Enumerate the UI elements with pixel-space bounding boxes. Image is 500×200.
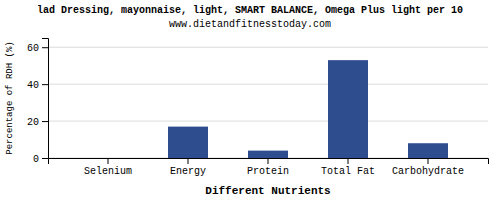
y-axis: 0 20 40 60 [27,39,49,165]
grid-line [48,47,488,48]
x-tick-mark [108,158,109,164]
x-axis: Selenium Energy Protein Total Fat Carbohydra… [49,158,489,177]
y-tick-label: 60 [27,43,39,54]
y-axis-title: Percentage of RDH (%) [5,41,15,154]
y-tick-mark [42,158,48,159]
x-tick-mark [348,158,349,164]
bar [248,151,288,158]
grid [48,47,488,158]
y-tick-mark [42,121,48,122]
x-tick-mark [428,158,429,164]
subtitle: www.dietandfitnesstoday.com [169,19,331,30]
x-axis-line [49,159,489,165]
x-tick: Energy [170,158,206,177]
bar [328,60,368,158]
bar [88,158,128,159]
title: lad Dressing, mayonnaise, light, SMART B… [37,5,463,16]
x-tick-label: Carbohydrate [392,166,464,177]
x-tick-label: Selenium [84,166,132,177]
y-tick-mark [42,84,48,85]
grid-line [48,84,488,85]
y-tick-label: 40 [27,80,39,91]
bars [168,60,448,158]
bar [168,127,208,158]
bar [408,143,448,158]
y-tick: 40 [27,80,48,91]
x-axis-title: Different Nutrients [205,185,330,197]
x-tick: Selenium [84,158,132,177]
grid-line [48,121,488,122]
x-tick-mark [268,158,269,164]
y-tick-label: 0 [33,154,39,165]
x-tick-label: Protein [247,166,289,177]
x-tick-label: Energy [170,166,206,177]
y-tick: 20 [27,117,48,128]
x-tick: Protein [247,158,289,177]
y-tick-label: 20 [27,117,39,128]
x-tick-mark [188,158,189,164]
y-tick-mark [42,47,48,48]
plot: 0 20 40 60 Selenium Energy Protein Total Fat Car… [27,39,489,178]
x-tick: Carbohydrate [392,158,464,177]
y-tick: 60 [27,43,48,54]
y-axis-line [42,39,49,159]
x-tick-label: Total Fat [321,166,375,177]
x-tick: Total Fat [321,158,375,177]
chart: lad Dressing, mayonnaise, light, SMART B… [0,0,500,200]
y-tick: 0 [33,154,48,165]
